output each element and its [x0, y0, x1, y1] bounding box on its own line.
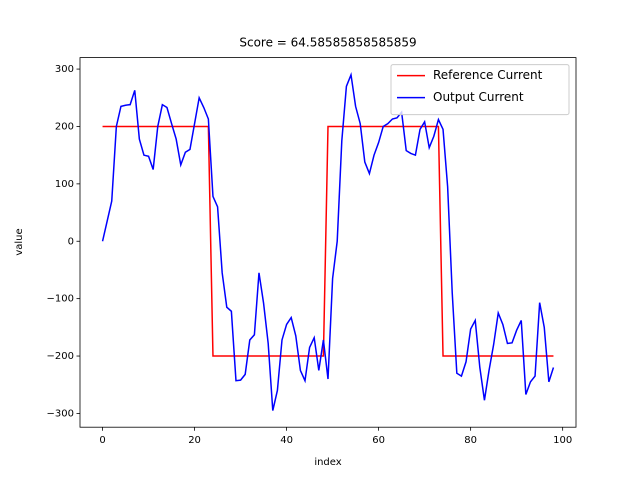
y-tick-label: 0 [68, 236, 74, 247]
y-tick-label: −200 [47, 351, 74, 362]
legend-label: Output Current [433, 90, 524, 104]
x-tick-label: 0 [99, 435, 105, 446]
x-tick-label: 40 [280, 435, 293, 446]
x-tick-label: 100 [553, 435, 572, 446]
x-tick-label: 60 [372, 435, 385, 446]
y-tick-label: −300 [47, 408, 74, 419]
x-axis-label: index [314, 457, 341, 468]
legend-box [390, 64, 570, 116]
plot-frame [79, 57, 577, 428]
y-axis-label: value [14, 228, 25, 255]
chart-title: Score = 64.58585858585859 [239, 36, 416, 50]
y-tick-label: 300 [55, 64, 74, 75]
y-tick-label: 200 [55, 121, 74, 132]
x-tick-label: 80 [464, 435, 477, 446]
x-tick-label: 20 [188, 435, 201, 446]
legend-label: Reference Current [433, 68, 543, 82]
series-line [101, 71, 555, 411]
y-tick-label: 100 [55, 179, 74, 190]
y-tick-label: −100 [47, 294, 74, 305]
